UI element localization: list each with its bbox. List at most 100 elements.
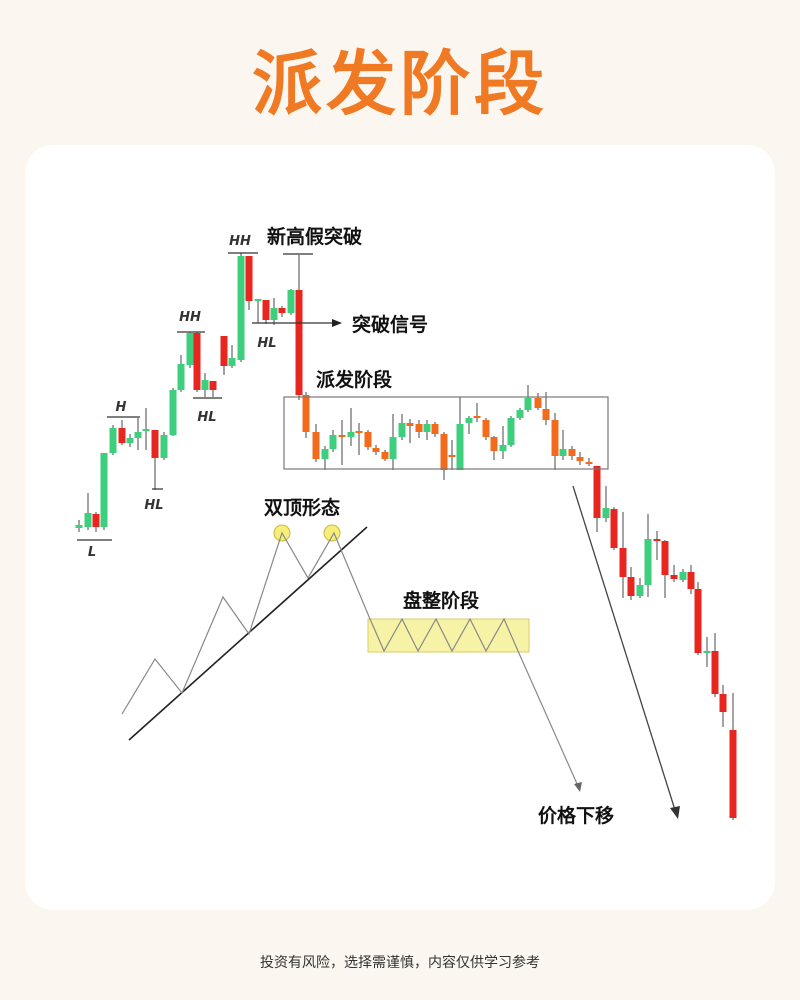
candle-body: [118, 428, 126, 443]
bearish-candle: [431, 422, 439, 437]
candle-body: [585, 462, 593, 464]
bullish-candle: [254, 299, 262, 323]
bullish-candle: [703, 637, 711, 667]
bullish-candle: [270, 298, 278, 325]
diagram-card: [25, 145, 775, 910]
candle-body: [619, 548, 627, 577]
label-price-down: 价格下移: [538, 804, 614, 827]
label-h: H: [116, 400, 127, 415]
bearish-candle: [355, 423, 363, 455]
bearish-candle: [406, 419, 414, 443]
bullish-candle: [644, 514, 652, 597]
bearish-candle: [729, 693, 737, 820]
candle-body: [703, 651, 711, 653]
candle-body: [524, 398, 532, 410]
candle-body: [160, 435, 168, 458]
candle-body: [406, 423, 414, 426]
candle-body: [109, 428, 117, 453]
bullish-candle: [177, 355, 185, 392]
candle-body: [711, 651, 719, 694]
candle-body: [551, 420, 559, 456]
bearish-candle: [593, 466, 601, 532]
bullish-candle: [186, 332, 194, 368]
top-marker: [323, 524, 341, 542]
candle-body: [347, 432, 355, 437]
candle-body: [134, 432, 142, 438]
candle-body: [201, 380, 209, 390]
bullish-candle: [499, 426, 507, 459]
candle-body: [228, 358, 236, 366]
candle-body: [329, 435, 337, 449]
disclaimer: 投资有风险，选择需谨慎，内容仅供学习参考: [260, 955, 540, 971]
bullish-candle: [75, 520, 83, 532]
bearish-candle: [262, 300, 270, 324]
label-hl: HL: [144, 498, 163, 513]
candle-body: [448, 455, 456, 457]
candle-body: [338, 435, 346, 437]
bearish-candle: [711, 633, 719, 697]
label-hh: HH: [179, 310, 201, 325]
bearish-candle: [687, 565, 695, 594]
bearish-candle: [661, 540, 669, 598]
candle-body: [670, 575, 678, 579]
arrow-head-icon: [332, 319, 342, 327]
bullish-candle: [423, 420, 431, 440]
candle-body: [636, 585, 644, 596]
level-lines: [77, 252, 332, 541]
candle-body: [507, 418, 515, 445]
candle-body: [84, 513, 92, 527]
bearish-candle: [278, 306, 286, 317]
candle-body: [193, 333, 201, 390]
candle-body: [126, 438, 134, 443]
candle-body: [610, 509, 618, 548]
candle-body: [415, 424, 423, 432]
candle-body: [270, 308, 278, 320]
candle-body: [312, 432, 320, 459]
candle-body: [220, 336, 228, 366]
bullish-candle: [142, 408, 150, 450]
candle-body: [92, 514, 100, 527]
bearish-candle: [209, 381, 217, 397]
candle-body: [169, 390, 177, 435]
label-hl: HL: [197, 410, 216, 425]
bullish-candle: [456, 397, 464, 470]
bearish-candle: [415, 420, 423, 438]
label-hl: HL: [257, 336, 276, 351]
candle-body: [75, 525, 83, 528]
bearish-candle: [473, 403, 481, 422]
bullish-candle: [134, 418, 142, 450]
consolidation-box: [367, 618, 530, 653]
bullish-candle: [347, 408, 355, 446]
bearish-candle: [653, 531, 661, 560]
bearish-candle: [576, 452, 584, 465]
bearish-candle: [619, 512, 627, 598]
candle-body: [389, 437, 397, 459]
label-double-top: 双顶形态: [264, 496, 340, 519]
candle-body: [456, 424, 464, 470]
candle-body: [687, 572, 695, 589]
candle-body: [302, 395, 310, 432]
candle-body: [254, 299, 262, 301]
candle-body: [186, 333, 194, 365]
candle-body: [661, 541, 669, 575]
bearish-candle: [245, 256, 253, 310]
candle-body: [245, 256, 253, 301]
bearish-candle: [372, 445, 380, 455]
bullish-candle: [287, 289, 295, 315]
candle-body: [440, 434, 448, 470]
bearish-candle: [193, 332, 201, 392]
candle-body: [177, 364, 185, 390]
candle-body: [465, 418, 473, 423]
candle-body: [423, 424, 431, 432]
bearish-candle: [534, 393, 542, 410]
candle-body: [490, 437, 498, 451]
candle-body: [151, 430, 159, 458]
bearish-candle: [694, 582, 702, 655]
candle-body: [499, 445, 507, 451]
label-consolidation: 盘整阶段: [403, 589, 480, 612]
bullish-candle: [228, 345, 236, 368]
bearish-candle: [448, 440, 456, 470]
bullish-candle: [559, 430, 567, 460]
bullish-candle: [465, 416, 473, 434]
